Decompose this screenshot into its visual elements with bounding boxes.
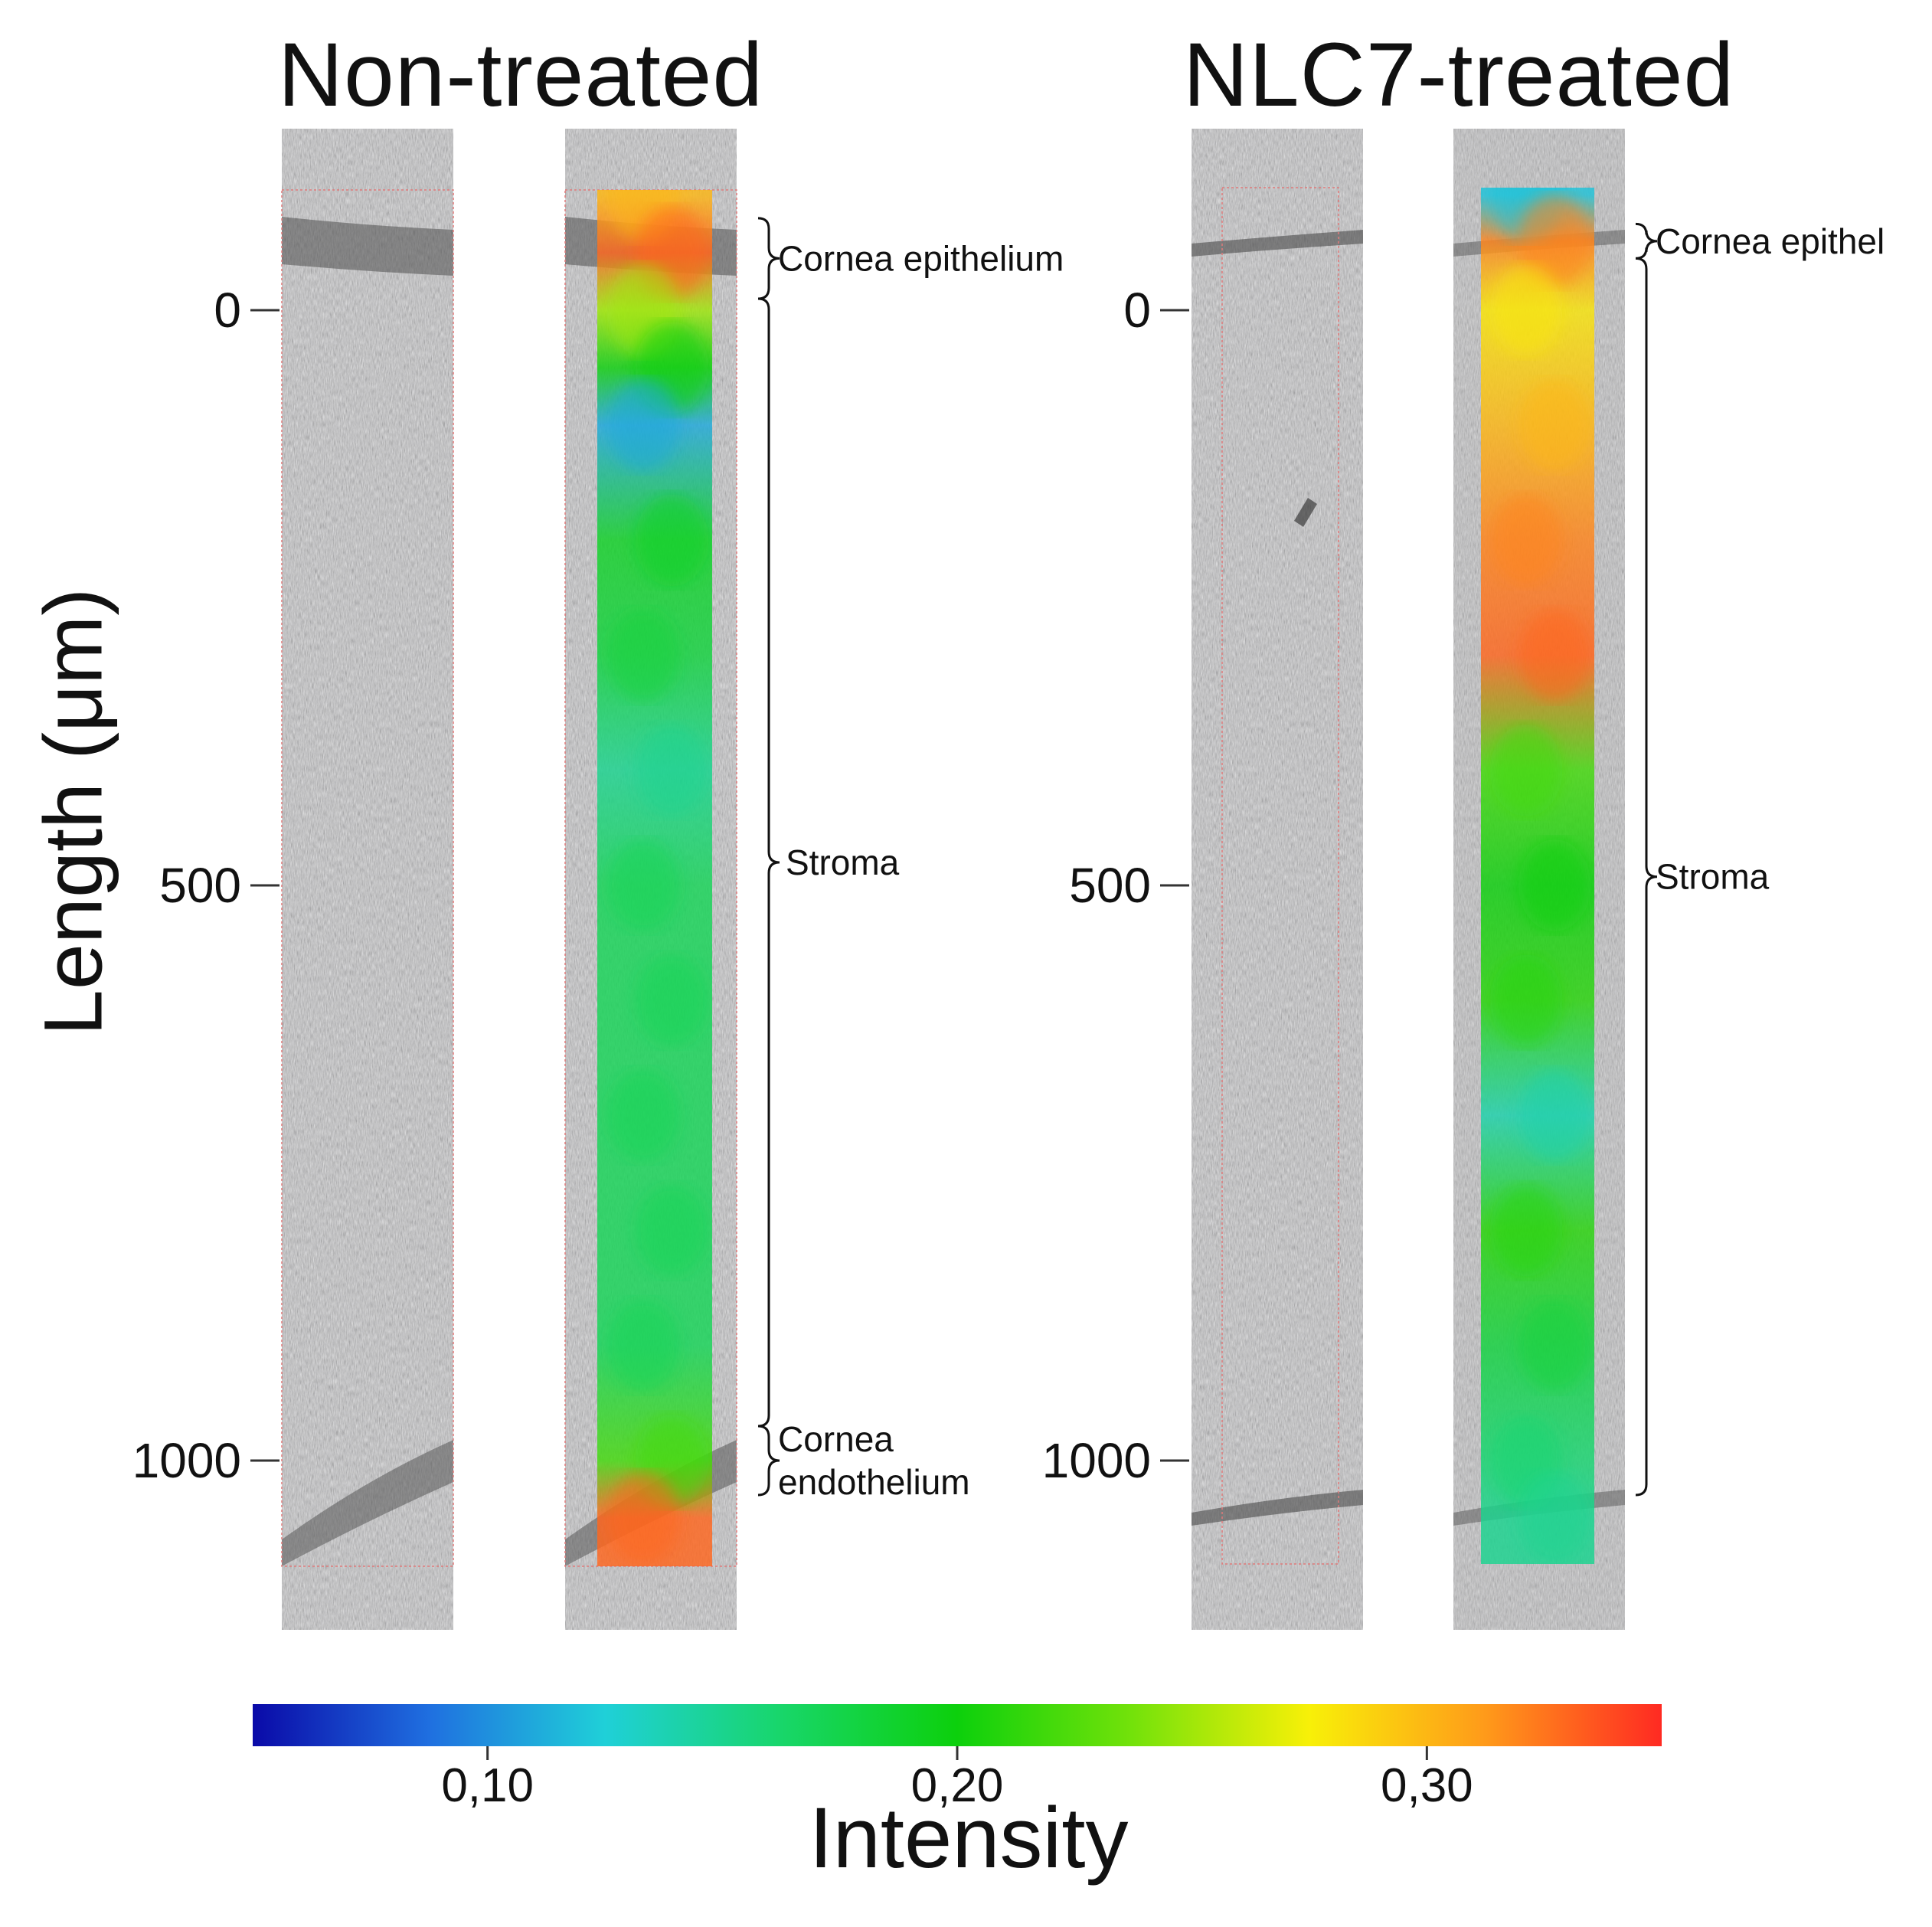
colorbar: 0,10 0,20 0,30 — [253, 1704, 1662, 1812]
heatmap-blob — [1489, 1184, 1563, 1277]
region-brace — [1635, 257, 1658, 1497]
oct-strip-non-treated-raw — [281, 129, 454, 1630]
heatmap-blob — [635, 1184, 709, 1277]
y-tick-label: 0 — [214, 283, 241, 338]
region-brace — [757, 1425, 780, 1497]
region-label: Stroma — [786, 842, 900, 882]
heatmap-blob — [606, 1472, 680, 1565]
heatmap-nlc7-treated — [1481, 188, 1594, 1564]
heatmap-blob — [606, 839, 680, 931]
y-tick-label: 500 — [159, 858, 241, 913]
heatmap-blob — [1518, 195, 1591, 287]
heatmap-blob — [1518, 1299, 1591, 1392]
heatmap-blob — [1518, 1472, 1591, 1564]
heatmap-blob — [606, 1299, 680, 1392]
colorbar-tick-label: 0,30 — [1381, 1759, 1473, 1812]
y-tick-label: 500 — [1069, 858, 1151, 913]
region-label: Cornea epithelium — [778, 238, 1064, 278]
heatmap-blob — [1489, 264, 1563, 356]
region-annotations-nlc7-treated: Cornea epithel Stroma — [1635, 221, 1885, 1497]
y-axis-nlc7-treated: 0 500 1000 — [1042, 283, 1189, 1488]
heatmap-blob — [1518, 379, 1591, 472]
region-label: Stroma — [1656, 857, 1770, 897]
heatmap-blob — [1518, 609, 1591, 702]
heatmap-blob — [606, 609, 680, 702]
colorbar-gradient — [253, 1704, 1662, 1746]
region-label: Cornea epithel — [1656, 221, 1885, 261]
y-tick-label: 0 — [1123, 283, 1151, 338]
region-label: Cornea — [778, 1419, 894, 1459]
region-brace — [757, 217, 780, 300]
region-brace — [1635, 222, 1658, 260]
colorbar-label: Intensity — [809, 1790, 1129, 1886]
oct-strip-nlc7-raw — [1192, 129, 1363, 1630]
heatmap-blob — [1518, 1069, 1591, 1162]
region-brace — [757, 297, 780, 1428]
colorbar-tick-label: 0,20 — [911, 1759, 1004, 1812]
heatmap-blob — [635, 954, 709, 1047]
colorbar-tick-label: 0,10 — [441, 1759, 534, 1812]
y-axis-non-treated: 0 500 1000 — [132, 283, 280, 1488]
y-tick-label: 1000 — [1042, 1433, 1151, 1488]
heatmap-blob — [606, 379, 680, 472]
heatmap-blob — [1489, 494, 1563, 587]
heatmap-blob — [635, 494, 709, 587]
panel-title-non-treated: Non-treated — [277, 25, 764, 126]
heatmap-blob — [1489, 724, 1563, 816]
panel-title-nlc7-treated: NLC7-treated — [1182, 25, 1735, 126]
heatmap-blob — [1518, 839, 1591, 931]
heatmap-blob — [635, 724, 709, 816]
heatmap-blob — [606, 1069, 680, 1162]
heatmap-non-treated — [597, 190, 712, 1566]
region-label: endothelium — [778, 1462, 970, 1502]
y-tick-label: 1000 — [132, 1433, 241, 1488]
heatmap-blob — [1489, 954, 1563, 1047]
